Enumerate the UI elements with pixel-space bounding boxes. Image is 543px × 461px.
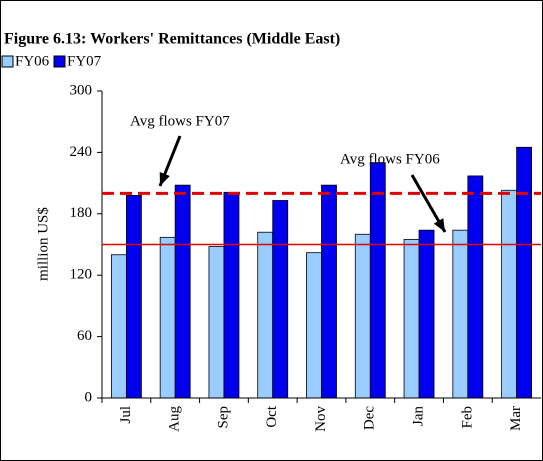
x-tick-label: Jan xyxy=(410,406,426,426)
bar xyxy=(501,189,518,399)
bar xyxy=(369,162,386,399)
y-axis-label: million US$ xyxy=(35,207,51,281)
x-tick-label: Oct xyxy=(264,405,280,427)
bar xyxy=(321,184,337,399)
arrow-head xyxy=(433,218,445,232)
bar xyxy=(418,229,435,399)
x-tick-label: Nov xyxy=(313,406,329,432)
x-tick-label: Mar xyxy=(508,406,524,431)
legend-label: FY06 xyxy=(15,53,50,69)
legend-swatch xyxy=(53,55,66,68)
bar xyxy=(306,252,322,399)
bar xyxy=(257,231,274,399)
y-tick-label: 240 xyxy=(70,144,93,160)
bar xyxy=(354,233,371,399)
x-tick-label: Aug xyxy=(167,406,183,432)
bar xyxy=(467,175,484,399)
bar xyxy=(125,194,142,399)
bar xyxy=(403,238,420,399)
chart-title: Figure 6.13: Workers' Remittances (Middl… xyxy=(4,31,340,48)
y-tick-label: 180 xyxy=(70,205,93,221)
bar xyxy=(452,229,469,399)
legend-swatch xyxy=(1,55,14,68)
y-tick-label: 60 xyxy=(77,328,92,344)
x-tick-label: Sep xyxy=(215,406,231,429)
bar xyxy=(208,246,225,399)
annotation: Avg flows FY07 xyxy=(130,113,230,129)
y-tick-label: 300 xyxy=(70,82,93,98)
arrow-head xyxy=(159,172,170,186)
y-tick-label: 0 xyxy=(85,389,93,405)
bar xyxy=(516,146,533,399)
x-tick-label: Jul xyxy=(118,406,134,424)
y-tick-label: 120 xyxy=(70,267,93,283)
annotation: Avg flows FY06 xyxy=(340,151,440,167)
bar xyxy=(223,191,240,399)
bar xyxy=(110,254,127,399)
legend-label: FY07 xyxy=(67,53,102,69)
x-tick-label: Feb xyxy=(459,406,475,429)
bar xyxy=(174,184,191,399)
x-tick-label: Dec xyxy=(362,406,378,430)
bar xyxy=(272,200,289,399)
bar xyxy=(159,236,176,399)
